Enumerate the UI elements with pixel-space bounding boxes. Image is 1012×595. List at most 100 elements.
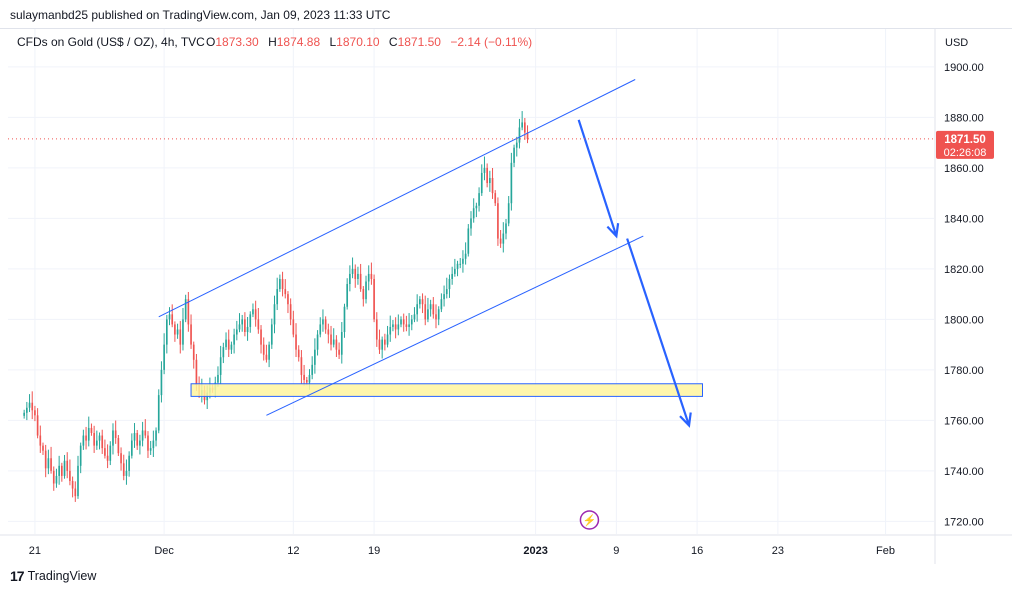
candle-body — [491, 177, 494, 194]
candle-body — [160, 369, 163, 396]
candle-body — [217, 374, 219, 383]
candle-body — [244, 319, 246, 332]
candle-body — [195, 359, 198, 386]
candle-body — [238, 324, 241, 330]
candle-body — [316, 334, 319, 350]
chart-canvas[interactable]: ⚡ 1720.00 1740.00 1760.00 1780.00 1800.00 182… — [0, 29, 1012, 564]
candle-body — [416, 304, 418, 315]
y-tick-label: 1720.00 — [944, 516, 984, 528]
time-axis[interactable]: 21 Dec 12 19 2023 9 16 23 Feb — [29, 545, 895, 557]
candle-body — [359, 273, 362, 290]
channel-upper-line[interactable] — [158, 79, 636, 318]
candle-body — [235, 329, 238, 335]
tradingview-logo[interactable]: 17 TradingView — [10, 568, 96, 584]
channel-lower-line[interactable] — [266, 235, 644, 416]
candle-body — [338, 349, 340, 355]
candle-body — [505, 223, 507, 234]
candle-body — [71, 480, 74, 489]
candle-body — [249, 314, 252, 327]
support-zone-rect[interactable] — [190, 383, 703, 397]
candle-body — [109, 445, 112, 461]
x-tick-label: Dec — [154, 545, 174, 557]
grid — [0, 29, 1012, 564]
candle-body — [125, 470, 128, 476]
candle-body — [147, 435, 149, 451]
candle-body — [144, 430, 147, 436]
candle-body — [413, 314, 416, 320]
candle-body — [23, 412, 25, 416]
candle-body — [95, 440, 98, 446]
candle-body — [47, 458, 50, 469]
candle-body — [163, 344, 165, 370]
candle-body — [34, 410, 36, 416]
candle-body — [174, 324, 176, 335]
candle-body — [515, 142, 518, 148]
candle-body — [330, 334, 332, 345]
candle-body — [179, 329, 182, 345]
candle-body — [149, 448, 152, 451]
forecast-arrow-2[interactable] — [626, 238, 691, 426]
candle-body — [295, 334, 297, 350]
candle-body — [305, 379, 308, 383]
candle-body — [346, 284, 349, 307]
candle-body — [394, 324, 397, 330]
forecast-arrow-1-head[interactable] — [606, 223, 620, 239]
y-tick-label: 1880.00 — [944, 112, 984, 124]
low-value: 1870.10 — [336, 35, 380, 49]
drawings[interactable]: ⚡ — [8, 79, 934, 530]
change-value: −2.14 (−0.11%) — [450, 35, 532, 49]
y-tick-label: 1860.00 — [944, 163, 984, 175]
candle-body — [52, 470, 55, 484]
candle-body — [437, 309, 440, 320]
price-axis[interactable]: 1720.00 1740.00 1760.00 1780.00 1800.00 1820.… — [944, 62, 984, 529]
candle-body — [311, 364, 314, 375]
candle-body — [494, 193, 497, 204]
candle-body — [39, 435, 42, 446]
y-tick-label: 1900.00 — [944, 62, 984, 74]
candle-body — [314, 349, 316, 365]
candle-body — [456, 263, 459, 269]
candle-body — [351, 268, 354, 274]
candle-body — [443, 294, 445, 300]
candle-body — [168, 314, 171, 320]
forecast-arrow-2-head[interactable] — [679, 412, 692, 428]
ohlc-values: O1873.30 H1874.88 L1870.10 C1871.50 −2.1… — [206, 35, 532, 49]
candle-body — [419, 299, 421, 305]
candle-body — [85, 435, 87, 441]
x-tick-label: 23 — [772, 545, 784, 557]
candle-body — [354, 268, 357, 279]
candle-body — [397, 324, 400, 330]
candle-body — [44, 450, 47, 469]
candle-body — [276, 289, 279, 305]
candle-body — [165, 319, 168, 345]
candle-body — [448, 278, 451, 290]
candle-body — [392, 324, 394, 327]
candle-body — [332, 339, 335, 345]
candle-body — [292, 319, 295, 335]
candle-body — [42, 445, 44, 451]
x-tick-label: 16 — [691, 545, 703, 557]
last-price-value: 1871.50 — [944, 134, 986, 146]
candle-body — [114, 430, 117, 439]
low-label: L — [329, 35, 336, 49]
bar-countdown: 02:26:08 — [944, 147, 987, 159]
candle-body — [246, 326, 249, 332]
candle-body — [136, 433, 139, 446]
candle-body — [171, 314, 174, 325]
candle-body — [190, 324, 192, 345]
candle-body — [192, 344, 195, 360]
candle-body — [464, 253, 467, 259]
candle-body — [262, 344, 265, 355]
candle-body — [324, 319, 327, 330]
candle-body — [327, 329, 330, 335]
candle-body — [303, 374, 305, 380]
tradingview-logo-icon: 17 — [10, 568, 25, 584]
candle-body — [36, 415, 39, 436]
candle-body — [410, 319, 413, 325]
chart-frame[interactable]: ⚡ 1720.00 1740.00 1760.00 1780.00 1800.00 182… — [0, 28, 1012, 564]
candle-body — [362, 289, 365, 300]
candle-body — [77, 465, 79, 497]
candle-body — [187, 299, 190, 325]
event-marker-icon[interactable] — [579, 510, 600, 530]
candle-body — [462, 258, 464, 264]
